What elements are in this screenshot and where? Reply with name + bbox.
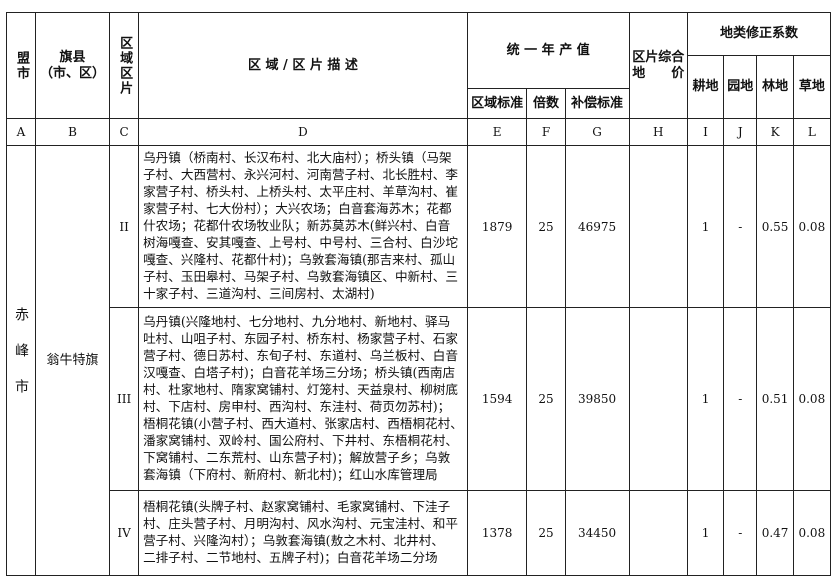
description-line: 子村、玉田皋村、马架子村、乌敦套海镇区、中新村、三 bbox=[143, 268, 458, 284]
description-line: 十家子村、三道沟村、三间房村、太湖村) bbox=[143, 285, 375, 301]
zone-cell: III bbox=[109, 307, 140, 491]
description-line: 下窝铺村、二东荒村、山东营子村)；解放营子乡；乌敦 bbox=[143, 449, 451, 465]
column-letter: I bbox=[686, 118, 725, 146]
value-i: 1 bbox=[686, 307, 725, 491]
description-line: 吐村、山咀子村、东园子村、桥东村、杨家营子村、石家 bbox=[143, 331, 458, 347]
header-cultivated: 耕地 bbox=[686, 55, 725, 119]
description-line: 乌丹镇(兴隆地村、七分地村、九分地村、新地村、驿马 bbox=[143, 314, 451, 330]
description-line: 营子村、兴隆沟村）；乌敦套海镇(敖之木村、北井村、 bbox=[143, 533, 444, 548]
value-h bbox=[628, 490, 688, 576]
value-k: 0.55 bbox=[756, 145, 794, 308]
table-row: 赤峰市 翁牛特旗 II 乌丹镇（桥南村、长汉布村、北大庙村）；桥头镇（马架 子村、大西营… bbox=[6, 145, 831, 576]
description-line: 套海镇（下府村、新府村、新北村)；红山水库管理局 bbox=[143, 466, 438, 482]
description-line: 二排子村、二节地村、五牌子村)；白音花羊场二分场 bbox=[143, 549, 438, 565]
header-garden: 园地 bbox=[723, 55, 758, 119]
header-zone: 区域区片 bbox=[109, 12, 140, 119]
header-banner-county: 旗县 （市、区） bbox=[34, 12, 111, 119]
value-i: 1 bbox=[686, 490, 725, 576]
header-forest: 林地 bbox=[756, 55, 794, 119]
column-letter: J bbox=[723, 118, 758, 146]
value-j: - bbox=[723, 490, 758, 576]
description-line: 村、下店村、房申村、西沟村、东洼村、荷页勿苏村)； bbox=[143, 399, 451, 414]
description-line: 村、庄头营子村、月明沟村、风水沟村、元宝洼村、和平 bbox=[143, 516, 458, 532]
description-line: 家营子村、七大份村）；大兴农场；白音套海苏木；花都 bbox=[143, 201, 452, 217]
header-correction: 地类修正系数 bbox=[686, 12, 831, 56]
column-letter: F bbox=[526, 118, 566, 146]
value-e: 1594 bbox=[466, 307, 528, 491]
description-line: 子村、大西营村、永兴河村、河南营子村、北长胜村、李 bbox=[143, 167, 458, 183]
column-letter: E bbox=[466, 118, 528, 146]
value-j: - bbox=[723, 145, 758, 308]
description-line: 嘎查、兴隆村、花都什村)；乌敦套海镇(那吉来村、孤山 bbox=[143, 251, 456, 267]
description-line: 营子村、德日苏村、东旬子村、东道村、乌兰板村、白音 bbox=[143, 348, 458, 364]
table-row: IV 梧桐花镇(头牌子村、赵家窝铺村、毛家窝铺村、下洼子 村、庄头营子村、月明沟村、… bbox=[7, 490, 831, 576]
value-h bbox=[628, 307, 688, 491]
value-e: 1879 bbox=[466, 145, 528, 308]
column-letter: K bbox=[756, 118, 794, 146]
value-g: 39850 bbox=[564, 307, 630, 491]
value-g: 34450 bbox=[564, 490, 630, 576]
description-line: 潘家窝铺村、双岭村、国公府村、下井村、东梧桐花村、 bbox=[143, 432, 458, 448]
description-cell: 梧桐花镇(头牌子村、赵家窝铺村、毛家窝铺村、下洼子 村、庄头营子村、月明沟村、风水… bbox=[138, 490, 468, 576]
value-g: 46975 bbox=[564, 145, 630, 308]
zone-cell: IV bbox=[109, 490, 140, 576]
description-line: 树海嘎查、安其嘎查、上号村、中号村、三合村、白沙坨 bbox=[143, 234, 458, 250]
description-line: 汉嘎查、白塔子村)；白音花羊场三分场；桥头镇(西南店 bbox=[143, 365, 456, 381]
city-cell: 赤峰市 bbox=[6, 145, 36, 576]
column-letter: C bbox=[109, 118, 140, 146]
header-grass: 草地 bbox=[792, 55, 831, 119]
land-price-table: 盟市 旗县 （市、区） 区域区片 区 域 / 区 片 描 述 统 一 年 产 值 … bbox=[6, 12, 831, 576]
zone-cell: II bbox=[109, 145, 140, 308]
description-line: 乌丹镇（桥南村、长汉布村、北大庙村）；桥头镇（马架 bbox=[143, 150, 452, 166]
table-row: III 乌丹镇(兴隆地村、七分地村、九分地村、新地村、驿马 吐村、山咀子村、东园子村… bbox=[7, 307, 831, 491]
description-line: 家营子村、桥头村、上桥头村、太平庄村、羊草沟村、崔 bbox=[143, 184, 458, 200]
description-line: 梧桐花镇(头牌子村、赵家窝铺村、毛家窝铺村、下洼子 bbox=[143, 499, 451, 515]
value-f: 25 bbox=[526, 490, 566, 576]
value-i: 1 bbox=[686, 145, 725, 308]
column-letter: A bbox=[6, 118, 36, 146]
column-letter: D bbox=[138, 118, 468, 146]
value-l: 0.08 bbox=[792, 307, 831, 491]
header-annual-output: 统 一 年 产 值 bbox=[466, 12, 630, 89]
value-l: 0.08 bbox=[792, 490, 831, 576]
value-l: 0.08 bbox=[792, 145, 831, 308]
header-compensation-standard: 补偿标准 bbox=[564, 88, 630, 119]
value-j: - bbox=[723, 307, 758, 491]
value-e: 1378 bbox=[466, 490, 528, 576]
column-letter: L bbox=[792, 118, 831, 146]
value-k: 0.47 bbox=[756, 490, 794, 576]
header-description: 区 域 / 区 片 描 述 bbox=[138, 12, 468, 119]
value-f: 25 bbox=[526, 145, 566, 308]
description-cell: 乌丹镇(兴隆地村、七分地村、九分地村、新地村、驿马 吐村、山咀子村、东园子村、桥东… bbox=[138, 307, 468, 491]
description-line: 梧桐花镇(小营子村、西大道村、张家店村、西梧桐花村、 bbox=[143, 415, 463, 431]
value-k: 0.51 bbox=[756, 307, 794, 491]
column-letter: B bbox=[34, 118, 111, 146]
header-multiple: 倍数 bbox=[526, 88, 566, 119]
value-h bbox=[628, 145, 688, 308]
description-line: 什农场；花都什农场牧业队；新苏莫苏木(鲜兴村、白音 bbox=[143, 218, 451, 234]
header-composite-price: 区片综合地 价 bbox=[628, 12, 688, 119]
value-f: 25 bbox=[526, 307, 566, 491]
column-letter: G bbox=[564, 118, 630, 146]
header-league-city: 盟市 bbox=[6, 12, 36, 119]
county-cell: 翁牛特旗 bbox=[34, 145, 111, 576]
header-regional-standard: 区域标准 bbox=[466, 88, 528, 119]
description-cell: 乌丹镇（桥南村、长汉布村、北大庙村）；桥头镇（马架 子村、大西营村、永兴河村、河南… bbox=[138, 145, 468, 308]
column-letter: H bbox=[628, 118, 688, 146]
description-line: 村、杜家地村、隋家窝铺村、灯笼村、天益泉村、柳树底 bbox=[143, 382, 458, 398]
